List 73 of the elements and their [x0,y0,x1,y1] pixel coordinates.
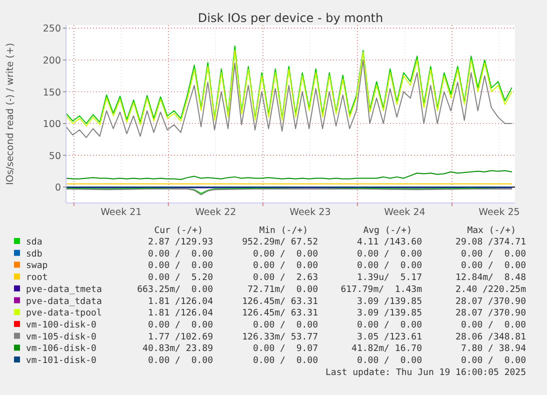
y-tick-label: 250 [42,24,61,35]
text: 0.00 / 0.00 [148,261,213,272]
text: 28.07 /370.90 [456,308,526,319]
text: Max (-/+) [467,226,516,236]
text: 0.00 / 2.63 [252,273,318,284]
legend-label: vm-101-disk-0 [26,356,96,366]
y-axis-title: IOs/second read (-) / write (+) [5,42,16,186]
text: 0.00 / 0.00 [252,261,318,272]
text: 0.00 / 0.00 [460,249,526,260]
text: 0.00 / 0.00 [460,356,526,366]
y-tick-label: 50 [48,150,61,162]
text: 0.00 / 5.20 [148,273,213,284]
legend-label: vm-106-disk-0 [26,344,96,354]
legend-label: sdb [26,249,42,260]
text: 0.00 / 9.07 [252,344,318,354]
text: 3.05 /123.61 [356,332,422,342]
text: 1.77 /102.69 [148,332,213,342]
text: 0.00 / 0.00 [356,356,422,366]
text: 4.11 /143.60 [356,238,422,248]
text: 1.39u/ 5.17 [356,273,422,284]
text: 0.00 / 0.00 [148,320,213,330]
text: 1.81 /126.04 [148,296,213,307]
text: 0.00 / 0.00 [356,249,422,260]
x-tick-label: Week 23 [290,207,331,218]
text: 41.82m/ 16.70 [352,344,422,354]
text: 1.81 /126.04 [148,308,213,319]
x-tick-label: Week 24 [384,207,426,218]
text: 0.00 / 0.00 [460,261,526,272]
x-tick-label: Week 22 [195,207,236,218]
text: 617.79m/ 1.43m [340,284,422,295]
text: 2.40 /220.25m [456,284,526,295]
legend-label: vm-100-disk-0 [26,320,96,330]
text: 29.08 /374.71 [456,238,526,248]
text: 0.00 / 0.00 [252,249,318,260]
text: 126.45m/ 63.31 [242,296,318,307]
legend-label: pve-data-tpool [26,308,102,319]
text: 0.00 / 0.00 [460,320,526,330]
legend-label: swap [26,261,48,272]
legend-label: vm-105-disk-0 [26,332,96,342]
text: 0.00 / 0.00 [252,356,318,366]
text: 72.71m/ 0.00 [248,284,318,295]
text: 12.84m/ 8.48 [456,273,526,284]
y-tick-label: 100 [42,119,61,130]
text: 0.00 / 0.00 [148,249,213,260]
text: 28.06 /348.81 [456,332,526,342]
text: 40.83m/ 23.89 [142,344,213,354]
legend-label: pve-data_tmeta [26,284,102,295]
legend-label: sda [26,238,42,248]
text: 28.07 /370.90 [456,296,526,307]
y-tick-label: 200 [42,55,61,66]
y-tick-label: 0 [54,182,61,194]
text: 952.29m/ 67.52 [242,238,318,248]
text: 2.87 /129.93 [148,238,213,248]
text: 0.00 / 0.00 [356,320,422,330]
text: 3.09 /139.85 [356,296,422,307]
text: Last update: Thu Jun 19 16:00:05 2025 [326,368,526,378]
text: 0.00 / 0.00 [356,261,422,272]
legend-label: pve-data_tdata [26,296,102,307]
text: Cur (-/+) [154,226,203,236]
x-tick-label: Week 25 [478,207,520,218]
text: 7.80 / 38.94 [460,344,526,354]
text: 0.00 / 0.00 [252,320,318,330]
x-tick-label: Week 21 [100,207,142,218]
chart-title: Disk IOs per device - by month [198,11,384,25]
text: 126.33m/ 53.77 [242,332,318,342]
text: 3.09 /139.85 [356,308,422,319]
y-tick-label: 150 [42,87,61,98]
text: Avg (-/+) [363,226,412,236]
legend-label: root [26,273,48,284]
text: Min (-/+) [259,226,308,236]
text: 0.00 / 0.00 [148,356,213,366]
text: 126.45m/ 63.31 [242,308,318,319]
text: 663.25m/ 0.00 [137,284,213,295]
